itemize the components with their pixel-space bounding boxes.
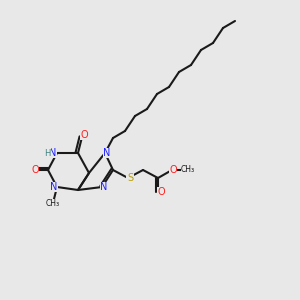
Text: N: N: [50, 182, 58, 192]
Text: CH₃: CH₃: [46, 200, 60, 208]
Text: O: O: [80, 130, 88, 140]
Text: H: H: [44, 148, 50, 158]
Text: O: O: [157, 187, 165, 197]
Text: O: O: [31, 165, 39, 175]
Text: CH₃: CH₃: [181, 166, 195, 175]
Text: N: N: [100, 182, 108, 192]
Text: N: N: [49, 148, 57, 158]
Text: O: O: [169, 165, 177, 175]
Text: N: N: [103, 148, 111, 158]
Text: S: S: [127, 173, 133, 183]
